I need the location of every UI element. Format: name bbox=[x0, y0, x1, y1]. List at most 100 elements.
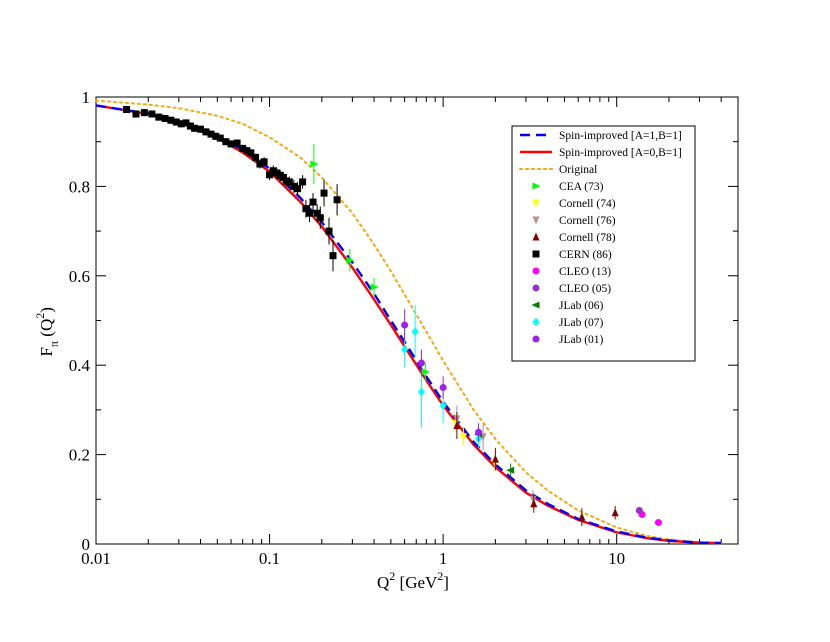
point-cern-86 bbox=[239, 144, 247, 152]
axis-ticks: 0.01 0.1 1 10 0 0.2 0.4 0.6 0.8 1 bbox=[69, 88, 739, 568]
legend-marker-cornell-74 bbox=[532, 199, 540, 208]
y-axis-title-main: F bbox=[37, 347, 56, 356]
point-cern-86 bbox=[285, 178, 293, 186]
point-cleo-13 bbox=[654, 519, 662, 527]
point-cern-86 bbox=[155, 113, 163, 121]
x-tick-label: 1 bbox=[439, 549, 448, 568]
point-jlab-07 bbox=[401, 345, 409, 355]
point-jlab-01 bbox=[401, 321, 409, 329]
point-cern-86 bbox=[333, 196, 341, 204]
point-cern-86 bbox=[140, 109, 148, 117]
point-cern-86 bbox=[202, 128, 210, 136]
legend-label-cea-73: CEA (73) bbox=[559, 181, 604, 193]
point-cern-86 bbox=[196, 125, 204, 133]
legend-marker-cea-73 bbox=[532, 182, 541, 190]
point-jlab-06 bbox=[506, 466, 515, 474]
point-cern-86 bbox=[212, 132, 220, 140]
x-tick-label: 10 bbox=[608, 549, 625, 568]
curve-spin-improved-a-1-b-1- bbox=[95, 104, 722, 545]
legend-label-original: Original bbox=[559, 164, 597, 176]
point-cern-86 bbox=[316, 214, 324, 222]
y-axis-title-end: ) bbox=[37, 307, 56, 313]
point-cern-86 bbox=[186, 122, 194, 130]
y-tick-label: 0.6 bbox=[69, 267, 90, 286]
x-axis-title: Q2 [GeV2] bbox=[377, 569, 449, 592]
x-axis-title-sup: 2 bbox=[389, 569, 395, 583]
point-cern-86 bbox=[299, 178, 307, 186]
legend-label-cleo-05: CLEO (05) bbox=[559, 283, 611, 295]
point-cern-86 bbox=[320, 189, 328, 197]
point-cornell-78 bbox=[611, 508, 619, 517]
legend: Spin-improved [A=1,B=1] Spin-improved [A=… bbox=[511, 125, 696, 362]
y-axis-title-rest: (Q bbox=[37, 319, 56, 341]
point-jlab-01 bbox=[417, 359, 425, 367]
point-jlab-07 bbox=[411, 327, 419, 337]
legend-label-cern-86: CERN (86) bbox=[559, 249, 612, 261]
legend-marker-cern-86 bbox=[532, 250, 540, 258]
x-tick-label: 0.01 bbox=[81, 549, 111, 568]
y-axis-title-sup: 2 bbox=[33, 313, 47, 319]
point-cern-86 bbox=[313, 209, 321, 217]
point-cern-86 bbox=[177, 120, 185, 128]
point-cern-86 bbox=[279, 173, 287, 181]
data-points bbox=[123, 105, 662, 527]
point-cern-86 bbox=[302, 205, 310, 213]
legend-label-jlab-01: JLab (01) bbox=[559, 334, 604, 346]
point-cern-86 bbox=[294, 185, 302, 193]
point-cornell-78 bbox=[453, 421, 461, 430]
point-cern-86 bbox=[207, 130, 215, 138]
legend-box bbox=[511, 125, 696, 362]
legend-label-cornell-76: Cornell (76) bbox=[559, 215, 616, 227]
legend-marker-cornell-76 bbox=[532, 216, 540, 225]
y-axis-title: Fπ (Q2) bbox=[33, 307, 61, 356]
point-cea-73 bbox=[346, 256, 355, 264]
point-cern-86 bbox=[306, 209, 314, 217]
point-cern-86 bbox=[167, 116, 175, 124]
y-tick-label: 1 bbox=[82, 88, 91, 107]
point-cern-86 bbox=[222, 138, 230, 146]
point-cern-86 bbox=[172, 118, 180, 126]
legend-marker-jlab-06 bbox=[531, 301, 540, 309]
point-cern-86 bbox=[269, 167, 277, 175]
legend-marker-cleo-13 bbox=[532, 267, 540, 275]
point-cern-86 bbox=[329, 252, 337, 260]
point-cleo-05 bbox=[635, 506, 643, 514]
point-cern-86 bbox=[161, 114, 169, 122]
legend-label-spin-improved-a-0-b-1: Spin-improved [A=0,B=1] bbox=[559, 147, 682, 159]
y-tick-label: 0.2 bbox=[69, 446, 90, 465]
x-axis-title-main: Q bbox=[377, 573, 389, 592]
legend-label-spin-improved-a-1-b-1: Spin-improved [A=1,B=1] bbox=[559, 130, 682, 142]
point-cern-86 bbox=[191, 124, 199, 132]
point-cern-86 bbox=[233, 139, 241, 147]
x-tick-label: 0.1 bbox=[259, 549, 280, 568]
point-jlab-01 bbox=[439, 384, 447, 392]
point-cornell-76 bbox=[529, 495, 537, 504]
legend-marker-jlab-07 bbox=[532, 317, 540, 327]
legend-marker-jlab-01 bbox=[532, 335, 540, 343]
point-jlab-07 bbox=[439, 400, 447, 410]
point-cern-86 bbox=[182, 119, 190, 127]
point-jlab-07 bbox=[417, 387, 425, 397]
axis-titles: Q2 [GeV2]Fπ (Q2) bbox=[33, 307, 449, 592]
point-cern-86 bbox=[247, 149, 255, 157]
legend-label-cornell-78: Cornell (78) bbox=[559, 232, 616, 244]
legend-label-jlab-06: JLab (06) bbox=[559, 300, 604, 312]
point-cern-86 bbox=[309, 198, 317, 206]
x-axis-title-rest: [GeV bbox=[395, 573, 438, 592]
point-cern-86 bbox=[148, 110, 156, 118]
legend-label-cleo-13: CLEO (13) bbox=[559, 266, 611, 278]
point-cern-86 bbox=[132, 110, 140, 118]
legend-label-jlab-07: JLab (07) bbox=[559, 317, 604, 329]
y-tick-label: 0 bbox=[82, 535, 91, 554]
point-cern-86 bbox=[216, 134, 224, 142]
y-axis-title-sub: π bbox=[47, 341, 61, 347]
point-cea-73 bbox=[370, 283, 379, 291]
point-cern-86 bbox=[325, 227, 333, 235]
y-tick-label: 0.4 bbox=[69, 356, 91, 375]
point-cern-86 bbox=[266, 171, 274, 179]
point-cornell-78 bbox=[491, 454, 499, 463]
point-cern-86 bbox=[260, 158, 268, 166]
point-jlab-01 bbox=[475, 428, 483, 436]
x-axis-title-sup2: 2 bbox=[437, 569, 443, 583]
